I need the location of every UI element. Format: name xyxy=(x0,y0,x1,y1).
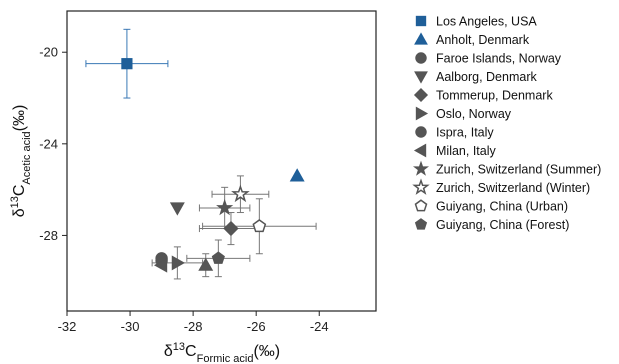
y-tick-label: -28 xyxy=(39,228,58,243)
x-tick-label: -26 xyxy=(247,319,266,334)
legend-marker xyxy=(413,160,429,176)
legend-label: Tommerup, Denmark xyxy=(436,89,553,103)
legend-marker xyxy=(414,218,428,230)
x-tick-label: -30 xyxy=(121,319,140,334)
x-tick-label: -28 xyxy=(184,319,203,334)
legend-label: Milan, Italy xyxy=(436,144,496,158)
data-point xyxy=(211,251,225,264)
y-tick-label: -24 xyxy=(39,136,58,151)
legend-label: Faroe Islands, Norway xyxy=(436,52,562,66)
error-bars xyxy=(85,28,317,280)
x-tick-label: -32 xyxy=(58,319,77,334)
legend-marker xyxy=(414,199,428,212)
legend-label: Ispra, Italy xyxy=(436,126,494,140)
legend-marker xyxy=(414,32,428,45)
data-point xyxy=(231,184,250,203)
data-points xyxy=(121,58,305,273)
x-tick-label: -24 xyxy=(310,319,329,334)
legend-marker xyxy=(412,178,430,195)
data-point xyxy=(153,257,168,273)
data-point xyxy=(223,220,239,237)
legend-label: Zurich, Switzerland (Winter) xyxy=(436,181,590,195)
legend-label: Guiyang, China (Forest) xyxy=(436,218,569,232)
legend-label: Oslo, Norway xyxy=(436,107,512,121)
data-point xyxy=(171,255,185,271)
legend-marker xyxy=(415,52,427,64)
legend-marker xyxy=(413,143,427,158)
legend: Los Angeles, USA Anholt, Denmark Faroe Isl… xyxy=(412,15,601,232)
x-axis-title: δ13CFormic acid(‰) xyxy=(164,341,280,364)
legend-label: Anholt, Denmark xyxy=(436,33,530,47)
legend-marker xyxy=(415,126,427,138)
data-point xyxy=(252,219,267,233)
legend-label: Zurich, Switzerland (Summer) xyxy=(436,163,601,177)
y-tick-label: -20 xyxy=(39,45,58,60)
legend-label: Guiyang, China (Urban) xyxy=(436,200,568,214)
legend-label: Los Angeles, USA xyxy=(436,15,537,29)
data-point xyxy=(198,257,214,271)
y-axis-title: δ13CAcetic acid(‰) xyxy=(9,105,33,218)
legend-marker xyxy=(415,15,427,27)
legend-label: Aalborg, Denmark xyxy=(436,70,537,84)
data-point xyxy=(216,198,234,216)
data-point xyxy=(121,58,133,70)
legend-marker xyxy=(415,106,429,121)
axis-ticks: -32 -30 -28 -26 -24 -28 -24 -20 xyxy=(39,45,328,334)
data-point xyxy=(289,168,305,182)
plot-frame xyxy=(66,10,377,312)
data-point xyxy=(169,202,185,216)
legend-marker xyxy=(414,71,428,84)
legend-marker xyxy=(413,87,429,103)
